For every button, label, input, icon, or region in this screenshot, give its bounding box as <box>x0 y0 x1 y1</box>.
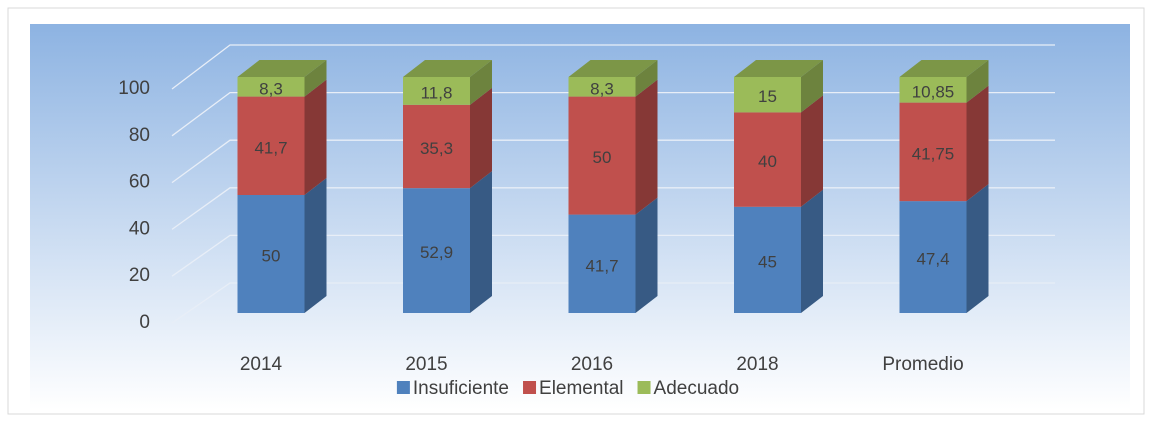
bar-side <box>470 171 492 313</box>
bar-segment <box>237 96 305 195</box>
bar-segment <box>403 104 470 189</box>
y-tick-label: 80 <box>129 125 150 146</box>
bar-side <box>801 60 823 113</box>
legend-swatch <box>396 381 410 394</box>
data-label: 50 <box>262 246 281 265</box>
y-tick-label: 60 <box>129 172 150 193</box>
data-label: 47,4 <box>916 250 949 269</box>
bar-side <box>966 60 989 103</box>
bar-segment <box>568 77 636 97</box>
bar-side <box>470 60 492 105</box>
y-tick-label: 40 <box>129 218 150 239</box>
data-label: 10,85 <box>912 82 955 101</box>
bar-side <box>801 95 823 207</box>
legend-label: Elemental <box>539 378 624 399</box>
data-label: 45 <box>758 252 777 271</box>
data-label: 50 <box>593 148 612 167</box>
bar-top <box>403 60 492 77</box>
grid-line <box>171 44 1055 90</box>
x-tick-label: 2014 <box>240 354 283 375</box>
bar-side <box>304 79 327 195</box>
bar-segment <box>568 96 636 215</box>
bar-segment <box>403 77 470 105</box>
y-tick-label: 100 <box>118 78 150 99</box>
bar-segment <box>734 77 801 113</box>
bar-side <box>635 60 658 97</box>
bar-segment <box>734 112 801 207</box>
x-tick-label: 2016 <box>571 354 613 375</box>
bar-segment <box>568 214 636 313</box>
bar-segment <box>403 188 470 313</box>
bar-side <box>304 60 327 97</box>
bar-side <box>470 87 492 189</box>
bar-segment <box>237 195 305 313</box>
data-label: 40 <box>758 152 777 171</box>
bar-top <box>568 60 658 77</box>
bar-top <box>237 60 327 77</box>
bar-segment <box>734 206 801 313</box>
legend-label: Insuficiente <box>413 378 509 399</box>
bar-side <box>635 197 658 313</box>
y-tick-label: 20 <box>129 265 150 286</box>
legend-swatch <box>523 381 537 394</box>
legend-label: Adecuado <box>654 378 740 399</box>
data-label: 11,8 <box>421 83 453 102</box>
bar-segment <box>899 201 967 313</box>
data-label: 8,3 <box>590 79 614 98</box>
bar-top <box>734 60 823 77</box>
bar-side <box>966 85 989 202</box>
bar-segment <box>237 77 305 97</box>
x-tick-label: 2015 <box>405 354 447 375</box>
x-tick-label: 2018 <box>736 354 778 375</box>
data-label: 15 <box>758 87 777 106</box>
x-tick-label: Promedio <box>882 354 963 375</box>
data-label: 52,9 <box>420 243 453 262</box>
data-label: 41,75 <box>912 144 955 163</box>
bar-side <box>304 178 327 313</box>
legend-swatch <box>637 381 651 394</box>
bar-side <box>966 184 989 313</box>
bar-segment <box>899 102 967 202</box>
y-tick-label: 0 <box>139 312 150 333</box>
bar-side <box>801 189 823 313</box>
bar-segment <box>899 77 967 103</box>
data-label: 8,3 <box>259 79 283 98</box>
data-label: 41,7 <box>585 256 618 275</box>
data-label: 35,3 <box>420 139 453 158</box>
bar-top <box>899 60 989 77</box>
data-label: 41,7 <box>254 138 287 157</box>
bar-side <box>635 79 658 215</box>
